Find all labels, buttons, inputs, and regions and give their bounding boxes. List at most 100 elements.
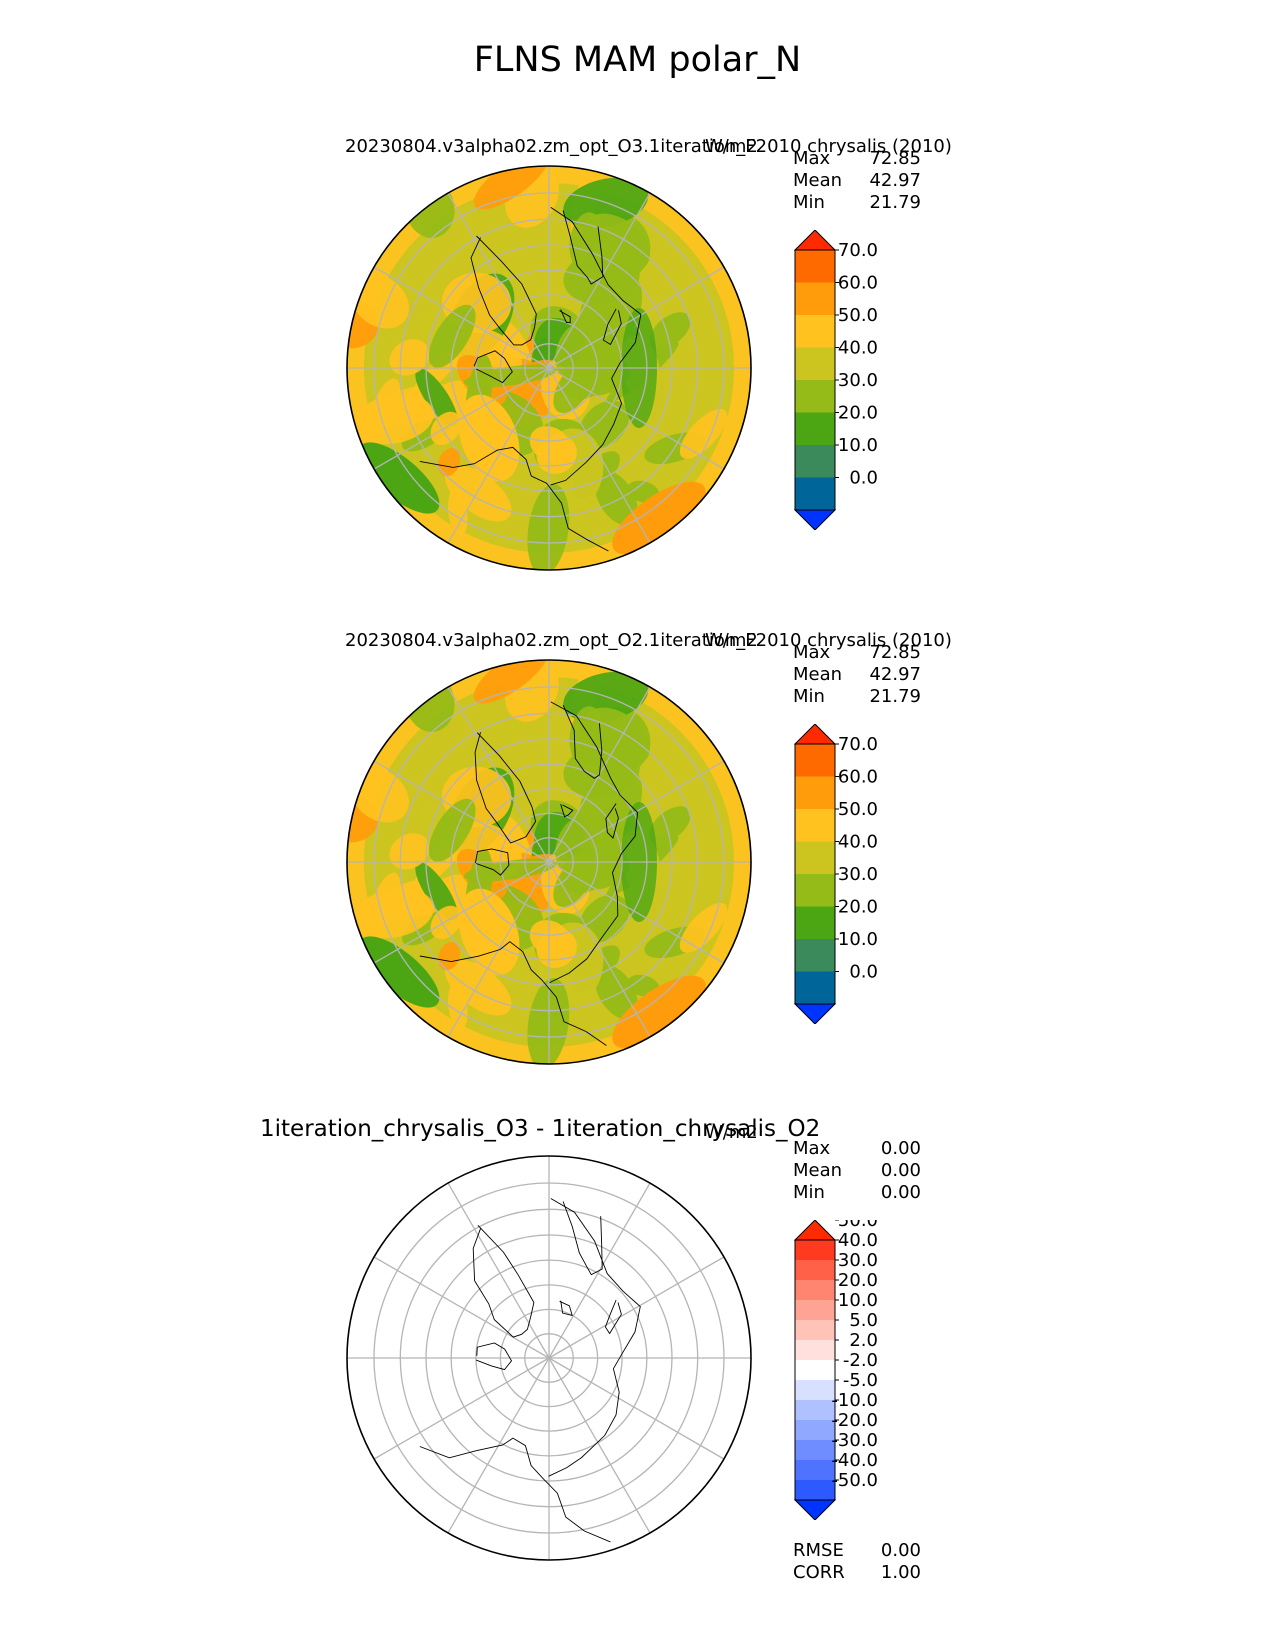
colorbar-segment	[795, 1280, 835, 1301]
colorbar-tick-label: -50.0	[831, 1470, 878, 1491]
colorbar-tick-label: 50.0	[838, 1220, 878, 1231]
panel-title: 1iteration_chrysalis_O3 - 1iteration_chr…	[260, 1116, 821, 1142]
stat-max-value: 72.85	[869, 148, 921, 169]
polar-map	[346, 165, 752, 571]
polar-map	[346, 1155, 752, 1561]
field-patch	[579, 831, 621, 863]
colorbar-tick-label: -10.0	[831, 1390, 878, 1411]
field-patch	[438, 942, 461, 971]
stat-mean-value: 42.97	[869, 170, 921, 191]
colorbar-segment	[795, 809, 835, 842]
field-patch	[527, 484, 570, 570]
colorbar-extend-max	[793, 724, 837, 745]
coastline	[419, 446, 609, 552]
panel-title: 20230804.v3alpha02.zm_opt_O3.1iteration_…	[345, 136, 952, 157]
stat-min-value: 21.79	[869, 192, 921, 213]
lon-line	[548, 1357, 651, 1534]
colorbar-segment	[795, 1400, 835, 1421]
coastline	[472, 1224, 535, 1338]
colorbar-tick-label: -30.0	[831, 1430, 878, 1451]
colorbar-tick-label: 10.0	[838, 1290, 878, 1311]
stat-min-label: Min	[793, 192, 825, 213]
colorbar-tick-label: 20.0	[838, 403, 878, 424]
colorbar-tick-label: -40.0	[831, 1450, 878, 1471]
colorbar-segment	[795, 971, 835, 1005]
colorbar-tick-label: -20.0	[831, 1410, 878, 1431]
coastline	[550, 207, 642, 486]
colorbar-tick-label: 0.0	[849, 468, 878, 489]
coastline	[560, 803, 574, 818]
stat-mean-value: 0.00	[880, 1160, 921, 1181]
colorbar-segment	[795, 1260, 835, 1281]
colorbar-segment	[795, 1380, 835, 1401]
coastlines	[419, 1198, 641, 1543]
lon-line	[447, 367, 550, 544]
coastlines	[419, 701, 639, 1046]
stat-mean-label: Mean	[793, 664, 843, 685]
coastline	[476, 1342, 513, 1371]
rmse-value: 0.00	[880, 1540, 921, 1561]
panel-title: 20230804.v3alpha02.zm_opt_O2.1iteration_…	[345, 630, 952, 651]
field-patch	[612, 481, 706, 555]
colorbar-segment	[795, 1340, 835, 1361]
colorbar-tick-label: -2.0	[843, 1350, 878, 1371]
colorbar-segment	[795, 1240, 835, 1261]
stat-max-label: Max	[793, 148, 831, 169]
coastline	[419, 941, 607, 1046]
coastline	[562, 1201, 603, 1276]
field-patch	[448, 488, 468, 537]
coastline	[559, 309, 571, 324]
coastline	[474, 848, 510, 876]
stats-block: Max 72.85 Mean 42.97 Min 21.79	[793, 642, 921, 708]
colorbar-tick-label: 50.0	[838, 305, 878, 326]
stat-min-value: 21.79	[869, 686, 921, 707]
field-patch	[612, 975, 706, 1049]
colorbar-tick-label: 60.0	[838, 767, 878, 788]
stat-min-label: Min	[793, 1182, 825, 1203]
colorbar-segment	[795, 776, 835, 810]
coastline	[562, 210, 604, 285]
field-patch	[594, 470, 638, 526]
field-patch	[430, 905, 462, 940]
panel-reference: 20230804.v3alpha02.zm_opt_O2.1iteration_…	[0, 630, 1275, 1110]
lon-line	[548, 861, 651, 1038]
colorbar-tick-label: 70.0	[838, 240, 878, 261]
lon-line	[373, 367, 550, 470]
stat-max-value: 0.00	[880, 1138, 921, 1159]
coastlines	[419, 207, 642, 552]
colorbar-segment	[795, 1440, 835, 1461]
panel-test: 20230804.v3alpha02.zm_opt_O3.1iteration_…	[0, 136, 1275, 616]
colorbar-segment	[795, 906, 835, 940]
field-patch	[458, 394, 520, 482]
lon-line	[373, 861, 550, 964]
field-patch	[463, 364, 557, 388]
field-patch	[473, 660, 549, 704]
colorbar-tick-label: 20.0	[838, 1270, 878, 1291]
colorbar-extend-min	[793, 1003, 837, 1024]
coastline	[604, 1299, 622, 1335]
stat-max-label: Max	[793, 642, 831, 663]
polar-map	[346, 659, 752, 1065]
map-border	[346, 1155, 752, 1561]
colorbar-segment	[795, 874, 835, 907]
units-label: W/m2	[705, 136, 758, 157]
rmse-label: RMSE	[793, 1540, 844, 1561]
colorbar-tick-label: 20.0	[838, 897, 878, 918]
field-patch	[649, 312, 691, 350]
colorbar: -50.0-40.0-30.0-20.0-10.0-5.0-2.02.05.01…	[793, 1220, 878, 1520]
field-patch	[649, 806, 691, 844]
field-patch	[415, 862, 458, 921]
field-patch	[415, 368, 458, 427]
colorbar-tick-label: 30.0	[838, 864, 878, 885]
corr-value: 1.00	[880, 1562, 921, 1583]
colorbar-segment	[795, 744, 835, 777]
colorbar-segment	[795, 1300, 835, 1321]
field-patch	[463, 858, 557, 882]
coastline	[602, 308, 622, 346]
coastline	[474, 732, 537, 844]
colorbar-tick-label: 10.0	[838, 929, 878, 950]
field-patch	[527, 978, 570, 1064]
lon-line	[373, 1357, 550, 1460]
colorbar-tick-label: 40.0	[838, 832, 878, 853]
field-patch	[389, 833, 430, 870]
